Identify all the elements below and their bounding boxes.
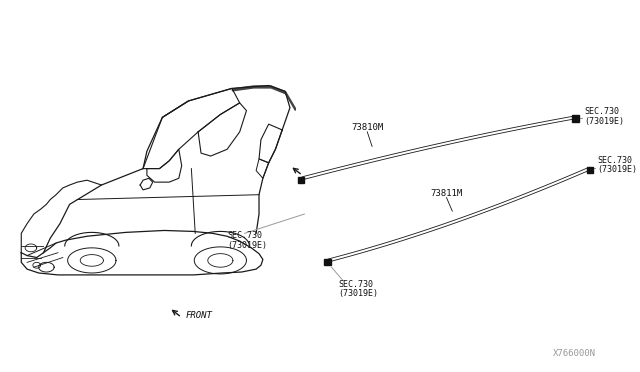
Text: (73019E): (73019E): [585, 117, 625, 126]
Bar: [587, 167, 593, 173]
Text: SEC.730: SEC.730: [227, 231, 262, 240]
Bar: [324, 259, 330, 265]
Text: (73019E): (73019E): [597, 166, 637, 174]
Text: X766000N: X766000N: [553, 349, 596, 358]
Text: 73810M: 73810M: [351, 123, 383, 132]
Text: SEC.730: SEC.730: [597, 156, 632, 165]
Text: SEC.730: SEC.730: [585, 108, 620, 116]
Text: (73019E): (73019E): [227, 241, 267, 250]
Bar: [572, 115, 579, 122]
Text: (73019E): (73019E): [339, 289, 378, 298]
Text: SEC.730: SEC.730: [339, 279, 373, 289]
Text: 73811M: 73811M: [430, 189, 463, 198]
Text: FRONT: FRONT: [186, 311, 212, 320]
Bar: [298, 177, 305, 183]
